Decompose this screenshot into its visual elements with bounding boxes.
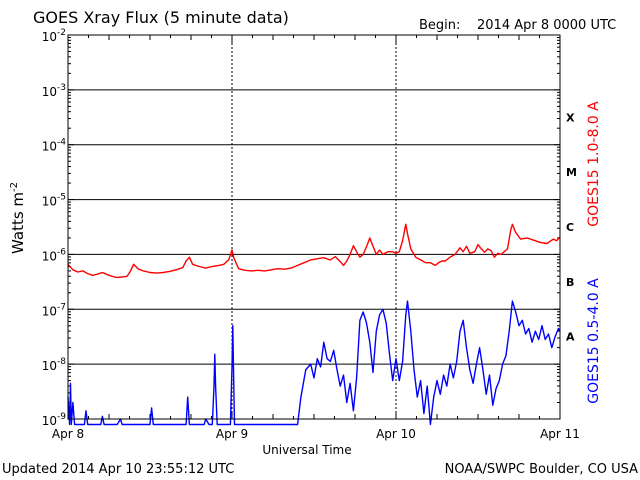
y-tick-label: 10-3 bbox=[42, 83, 66, 99]
flare-class-labels: X M C B A bbox=[566, 111, 577, 343]
flare-class-label: C bbox=[566, 221, 574, 234]
flare-class-label: M bbox=[566, 166, 577, 179]
y-tick-label: 10-8 bbox=[42, 357, 67, 373]
x-tick-label: Apr 11 bbox=[540, 427, 580, 441]
chart-title: GOES Xray Flux (5 minute data) bbox=[33, 8, 289, 27]
series-line-long-channel bbox=[67, 223, 561, 279]
y-axis-title: Watts m-2 bbox=[9, 182, 27, 254]
y-axis-title-sup: -2 bbox=[9, 182, 20, 192]
flare-class-label: X bbox=[566, 111, 575, 124]
y-tick-base: 10 bbox=[42, 85, 57, 99]
y-tick-label: 10-9 bbox=[42, 412, 67, 428]
begin-label: Begin: bbox=[419, 18, 460, 33]
x-tick-label: Apr 8 bbox=[52, 427, 84, 441]
updated-timestamp: Updated 2014 Apr 10 23:55:12 UTC bbox=[2, 462, 234, 477]
y-tick-labels: 10-210-310-410-510-610-710-810-9 bbox=[42, 28, 67, 428]
y-tick-base: 10 bbox=[42, 140, 57, 154]
y-tick-exponent: -5 bbox=[57, 193, 66, 203]
x-tick-labels: Apr 8 Apr 9 Apr 10 Apr 11 bbox=[52, 427, 580, 441]
y-tick-base: 10 bbox=[42, 359, 57, 373]
plot-grid bbox=[68, 35, 560, 419]
y-tick-exponent: -6 bbox=[57, 247, 66, 257]
series-line-short-channel bbox=[67, 300, 561, 426]
legend-long-channel: GOES15 1.0-8.0 A bbox=[586, 101, 602, 227]
flare-class-label: A bbox=[566, 331, 575, 344]
y-tick-exponent: -8 bbox=[57, 357, 66, 367]
plot-ticks bbox=[67, 35, 561, 420]
y-tick-exponent: -3 bbox=[57, 83, 66, 93]
y-tick-base: 10 bbox=[42, 195, 57, 209]
plot-frame bbox=[67, 34, 561, 420]
legend-long-label: GOES15 1.0-8.0 A bbox=[586, 101, 602, 227]
y-tick-exponent: -4 bbox=[57, 138, 66, 148]
y-tick-label: 10-4 bbox=[42, 138, 67, 154]
plot-series bbox=[67, 223, 561, 426]
y-tick-exponent: -7 bbox=[57, 302, 66, 312]
credit-text: NOAA/SWPC Boulder, CO USA bbox=[445, 462, 638, 477]
y-tick-label: 10-5 bbox=[42, 193, 66, 209]
y-tick-exponent: -2 bbox=[57, 28, 66, 38]
x-axis-title: Universal Time bbox=[262, 443, 351, 457]
x-tick-label: Apr 10 bbox=[376, 427, 416, 441]
legend-short-label: GOES15 0.5-4.0 A bbox=[586, 278, 602, 404]
y-tick-base: 10 bbox=[42, 249, 57, 263]
y-tick-label: 10-7 bbox=[42, 302, 66, 318]
y-tick-base: 10 bbox=[42, 414, 57, 428]
y-tick-label: 10-2 bbox=[42, 28, 66, 44]
y-tick-base: 10 bbox=[42, 30, 57, 44]
legend-short-channel: GOES15 0.5-4.0 A bbox=[586, 278, 602, 404]
y-tick-label: 10-6 bbox=[42, 247, 67, 263]
y-tick-exponent: -9 bbox=[57, 412, 66, 422]
y-axis-title-text: Watts m bbox=[9, 192, 27, 254]
x-tick-label: Apr 9 bbox=[216, 427, 248, 441]
svg-text:Watts m-2: Watts m-2 bbox=[9, 182, 27, 254]
y-tick-base: 10 bbox=[42, 304, 57, 318]
flare-class-label: B bbox=[566, 276, 574, 289]
begin-value: 2014 Apr 8 0000 UTC bbox=[477, 18, 616, 33]
